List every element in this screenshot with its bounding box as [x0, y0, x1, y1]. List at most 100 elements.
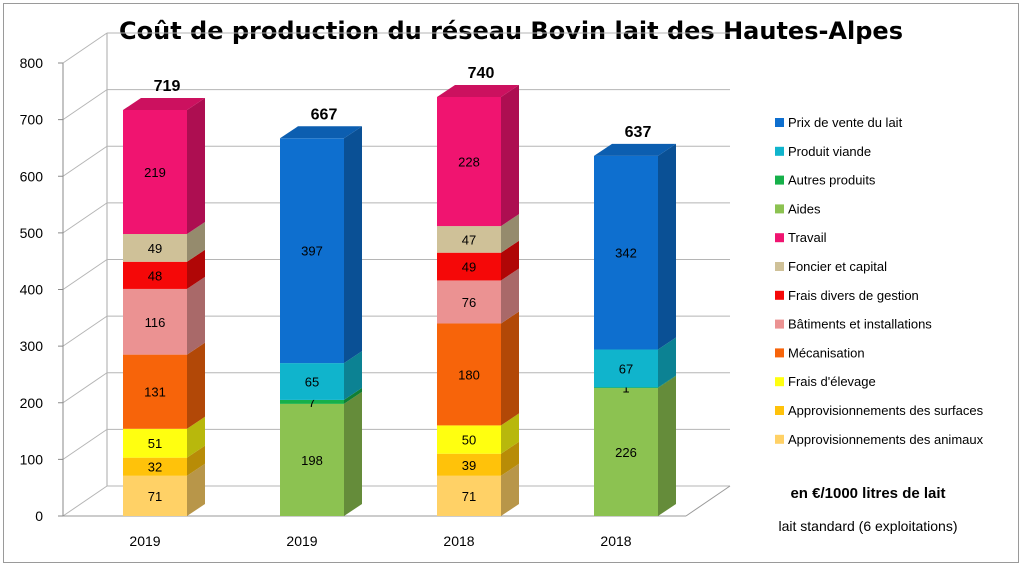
- x-tick-label: 2019: [286, 533, 317, 549]
- data-label: 49: [462, 260, 476, 275]
- data-label: 65: [305, 375, 319, 390]
- chart-title: Coût de production du réseau Bovin lait …: [119, 17, 903, 45]
- legend-label: Autres produits: [788, 173, 876, 188]
- data-label: 47: [462, 232, 476, 247]
- bar-segment: [123, 475, 187, 516]
- bar-segment-side: [344, 387, 362, 404]
- bar-segment: [123, 288, 187, 355]
- legend-label: Travail: [788, 230, 827, 245]
- legend-swatch: [775, 118, 784, 127]
- grid-diagonal: [62, 485, 108, 517]
- legend-item: Aides: [775, 201, 821, 216]
- x-tick-label: 2018: [443, 533, 474, 549]
- legend-label: Foncier et capital: [788, 259, 887, 274]
- data-label: 342: [615, 246, 637, 261]
- legend-swatch: [775, 377, 784, 387]
- bar-segment: [437, 226, 501, 253]
- y-tick-label: 200: [20, 395, 44, 411]
- bar-segment: [280, 138, 344, 364]
- bar-segment: [280, 403, 344, 516]
- y-tick-label: 400: [20, 282, 44, 298]
- bar-top-face: [594, 143, 676, 156]
- y-tick-label: 500: [20, 225, 44, 241]
- data-label: 131: [144, 385, 166, 400]
- bar-segment-side: [187, 222, 205, 262]
- bar-segment-side: [501, 413, 519, 454]
- bar-segment-side: [501, 214, 519, 253]
- y-tick-label: 300: [20, 338, 44, 354]
- grid-diagonal: [62, 202, 108, 234]
- data-label: 116: [145, 315, 166, 330]
- bar-top-face: [437, 84, 519, 97]
- data-label: 71: [462, 489, 476, 504]
- bar-segment-side: [187, 342, 205, 429]
- bar-segment-side: [501, 84, 519, 227]
- legend-label: Frais d'élevage: [788, 374, 876, 389]
- chart-frame: [3, 3, 1019, 563]
- legend-item: Travail: [775, 230, 827, 245]
- data-label: 1: [622, 381, 629, 396]
- bar-segment-side: [658, 376, 676, 516]
- bar-top-face: [280, 126, 362, 139]
- bar-segment-side: [344, 351, 362, 400]
- bar-segment-side: [344, 391, 362, 516]
- total-label: 637: [625, 124, 652, 141]
- data-label: 67: [619, 361, 633, 376]
- bar-segment: [437, 252, 501, 281]
- grid-diagonal: [62, 145, 108, 177]
- bar-segment: [594, 388, 658, 516]
- bar-segment-side: [658, 337, 676, 388]
- bar-segment: [437, 425, 501, 454]
- bar-segment-side: [187, 463, 205, 516]
- bar-segment-side: [501, 240, 519, 281]
- bar-segment-side: [187, 276, 205, 355]
- x-tick-label: 2019: [129, 533, 160, 549]
- legend-item: Frais d'élevage: [775, 374, 876, 389]
- total-label: 719: [154, 78, 181, 95]
- bar-segment: [123, 457, 187, 476]
- legend-swatch: [775, 319, 784, 329]
- legend-label: Bâtiments et installations: [788, 317, 932, 332]
- data-label: 226: [615, 445, 637, 460]
- data-label: 50: [462, 433, 476, 448]
- sample-note: lait standard (6 exploitations): [779, 518, 958, 534]
- bar-segment: [594, 155, 658, 350]
- data-label: 32: [148, 460, 162, 475]
- grid-diagonal: [62, 372, 108, 404]
- grid-diagonal: [62, 315, 108, 347]
- legend-item: Mécanisation: [775, 345, 865, 360]
- bar-segment: [594, 387, 658, 389]
- x-axis: 2019 2019 2018 2018: [129, 533, 631, 549]
- data-label: 39: [462, 458, 476, 473]
- bar-stack: 71 39 50 180 76 49 47 228 740: [437, 65, 519, 516]
- bar-segment: [123, 261, 187, 289]
- legend-label: Approvisionnements des surfaces: [788, 403, 984, 418]
- bar-segment-side: [658, 375, 676, 389]
- y-tick-label: 800: [20, 55, 44, 71]
- data-label: 49: [148, 241, 162, 256]
- bar-segment-side: [501, 463, 519, 516]
- bar-segment: [437, 280, 501, 324]
- legend-item: Approvisionnements des animaux: [775, 432, 984, 447]
- bar-segment-side: [501, 311, 519, 426]
- grid-diagonal: [62, 259, 108, 290]
- bar-segment: [437, 453, 501, 476]
- legend-label: Produit viande: [788, 144, 871, 159]
- y-tick-label: 100: [20, 451, 44, 467]
- total-label: 667: [311, 106, 338, 123]
- legend-item: Frais divers de gestion: [775, 288, 919, 303]
- data-label: 7: [308, 395, 315, 410]
- y-axis: 0 100 200 300 400 500 600 700 800: [20, 55, 64, 524]
- bar-segment: [437, 96, 501, 227]
- legend-label: Mécanisation: [788, 345, 865, 360]
- legend-label: Prix de vente du lait: [788, 115, 903, 130]
- data-label: 198: [301, 453, 323, 468]
- legend-item: Prix de vente du lait: [775, 115, 903, 130]
- data-label: 76: [462, 295, 476, 310]
- bar-segment: [594, 349, 658, 388]
- legend-swatch: [775, 290, 784, 300]
- bar-segment: [437, 323, 501, 426]
- legend-swatch: [775, 233, 784, 243]
- data-label: 180: [458, 367, 480, 382]
